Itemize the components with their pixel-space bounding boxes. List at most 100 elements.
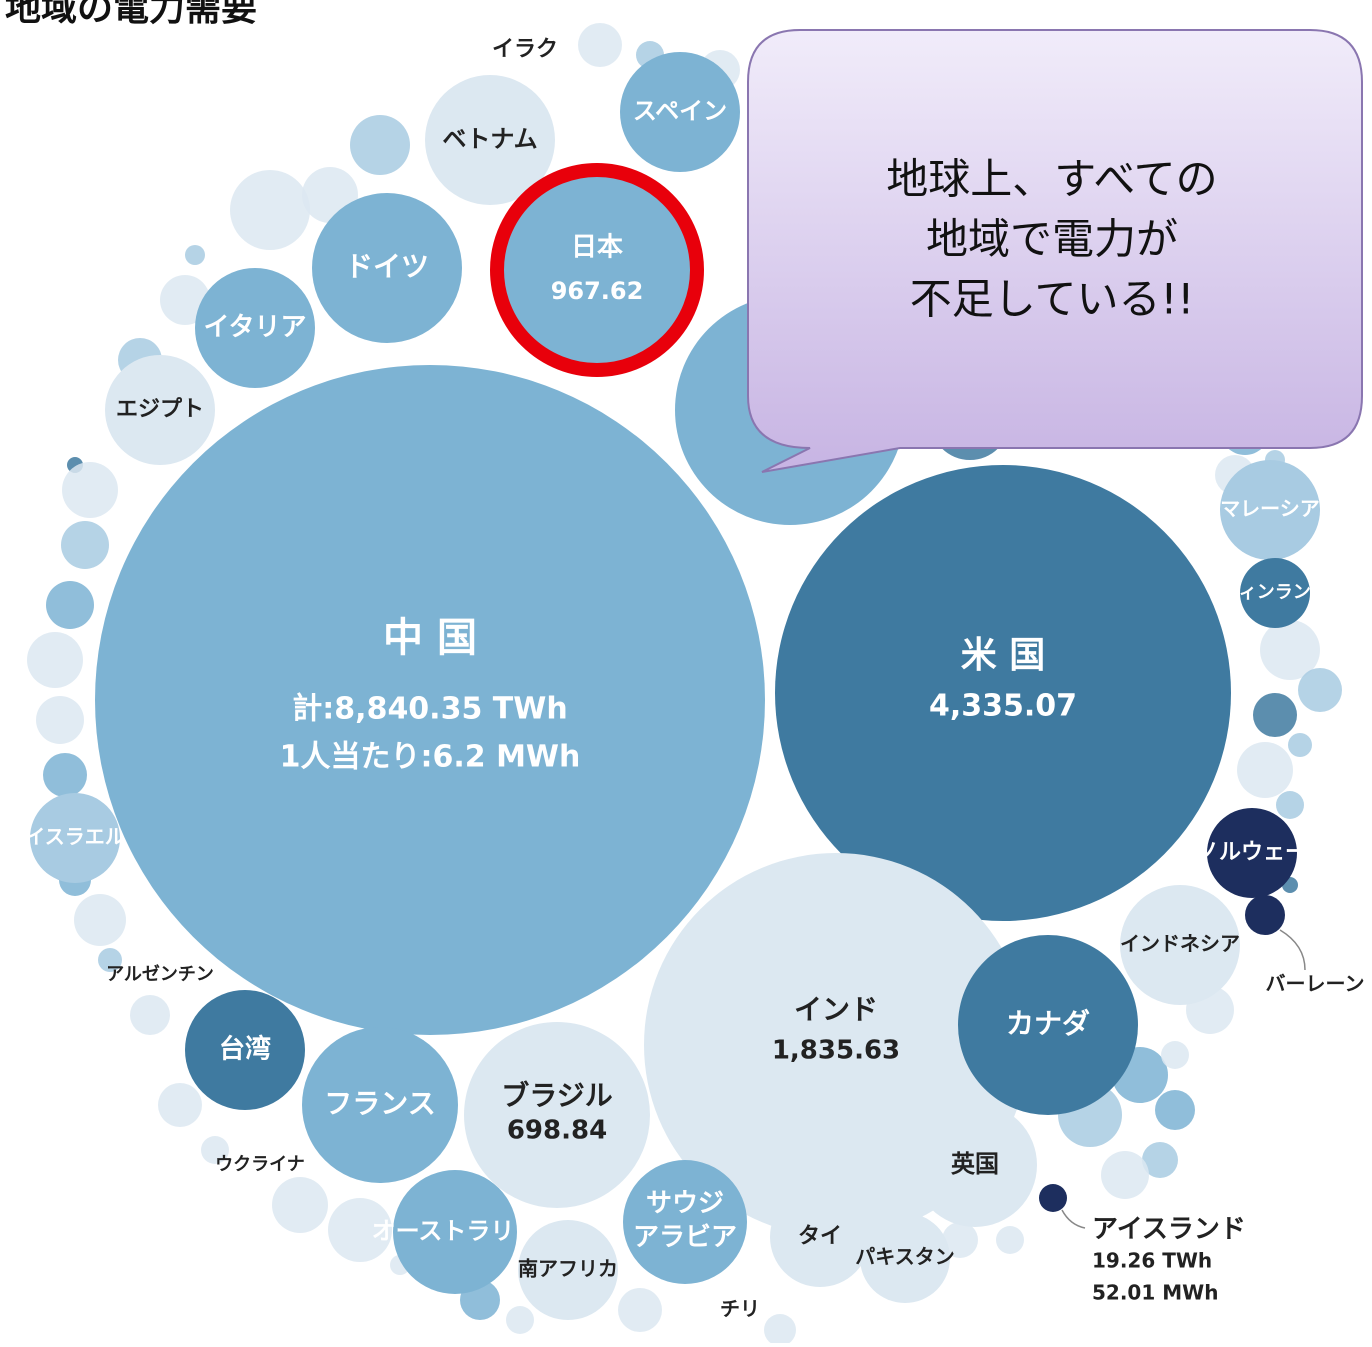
bubble-label: インドネシア [1120,932,1240,956]
decor-bubble [618,1288,662,1332]
bubble [312,193,462,343]
decor-bubble [996,1226,1024,1254]
bubble [393,1170,517,1294]
decor-bubble [1237,742,1293,798]
bubble [623,1160,747,1284]
decor-bubble [350,115,410,175]
decor-bubble [61,521,109,569]
decor-bubble [98,948,122,972]
bubble-label: アルゼンチン [106,963,214,985]
bubble [860,1213,950,1303]
decor-bubble [201,1136,229,1164]
bubble [195,268,315,388]
bubble [1120,885,1240,1005]
callout-line: 地球上、すべての [886,155,1217,204]
decor-bubble [1260,620,1320,680]
bubble-label: イラク [492,37,558,62]
bubble-label: 19.26 TWh [1092,1249,1212,1273]
decor-bubble [62,462,118,518]
decor-bubble [272,1177,328,1233]
callout-shape [747,29,1363,473]
bubble-label: カナダ [1006,1007,1090,1040]
decor-bubble [1101,1151,1149,1199]
bubble [185,990,305,1110]
bubble-label: 南アフリカ [518,1257,618,1281]
decor-bubble [506,1306,534,1334]
bubble-label: バーレーン [1266,972,1365,996]
decor-bubble [43,753,87,797]
bubble-label: 698.84 [507,1116,607,1146]
bubble-label: パキスタン [855,1245,954,1269]
bubble-label: エジプト [116,397,204,422]
bubble [1207,808,1297,898]
bubble-label: アラビア [633,1223,737,1253]
bubble [1220,460,1320,560]
bubble-label: イタリア [204,313,307,343]
bubble-label: ブラジル [501,1079,612,1112]
bubble-label: ノルウェー [1197,840,1307,865]
decor-bubble [27,632,83,688]
bubble-label: マレーシア [1220,497,1320,521]
callout-line: 不足している!! [910,275,1194,324]
bubble-label: ドイツ [345,250,429,283]
decor-bubble [36,696,84,744]
bubble-label: スペイン [633,97,727,125]
bubble [425,75,555,205]
bubble [770,1187,870,1287]
bubble-label: インド [794,993,878,1026]
bubble-label: オーストラリア [372,1217,539,1245]
bubble-label: 967.62 [551,277,644,305]
decor-bubble [1253,693,1297,737]
bubble [105,355,215,465]
decor-bubble [1288,733,1312,757]
bubble [1245,895,1285,935]
bubble-label: 1,835.63 [772,1036,900,1066]
decor-bubble [328,1198,392,1262]
bubble-label: 英国 [951,1150,999,1178]
bubble [518,1220,618,1320]
bubble [775,465,1231,921]
bubble [958,935,1138,1115]
bubble [913,1103,1037,1227]
decor-bubble [1298,668,1342,712]
bubble-label: アイスランド [1092,1215,1246,1245]
leader-line [1061,1209,1086,1229]
bubble-label: 中 国 [383,615,477,661]
decor-bubble [1142,1142,1178,1178]
decor-bubble [46,581,94,629]
bubble-label: 1人当たり:6.2 MWh [280,740,581,775]
decor-bubble [158,1083,202,1127]
bubble [302,1027,458,1183]
bubble-label: サウジ [646,1189,724,1219]
bubble-label: 計:8,840.35 TWh [292,692,567,727]
title: 地域の電力需要 [5,0,257,29]
bubble-label: 52.01 MWh [1092,1281,1218,1305]
bubble [502,175,692,365]
decor-bubble [185,245,205,265]
highlight-ring [490,163,704,377]
decor-bubble [578,23,622,67]
bubble-label: 4,335.07 [929,689,1077,724]
bubble [30,793,120,883]
bubbles: 中 国計:8,840.35 TWh 1人当たり:6.2 MWh 米 国 4,335.0… [25,37,1364,1321]
bubble-label: チリ [720,1297,760,1321]
decor-bubble [764,1314,796,1346]
bubble [95,365,765,1035]
bubble-label: フィンランド [1221,582,1329,603]
bubble-label: イスラエル [25,825,124,849]
bubble [1039,1184,1067,1212]
decor-bubble [942,1222,978,1258]
bubble-label: 台湾 [219,1034,271,1065]
callout-line: 地域で電力が [926,215,1178,264]
bubble [620,52,740,172]
decor-bubble [1155,1090,1195,1130]
bubble-label: ベトナム [442,125,537,153]
bubble-label: タイ [798,1224,842,1249]
decor-bubble [74,894,126,946]
decor-bubble [1276,791,1304,819]
bubble-label: 日本 [571,233,623,263]
bubble-label: フランス [324,1087,435,1120]
bubble-label: 米 国 [961,635,1046,676]
